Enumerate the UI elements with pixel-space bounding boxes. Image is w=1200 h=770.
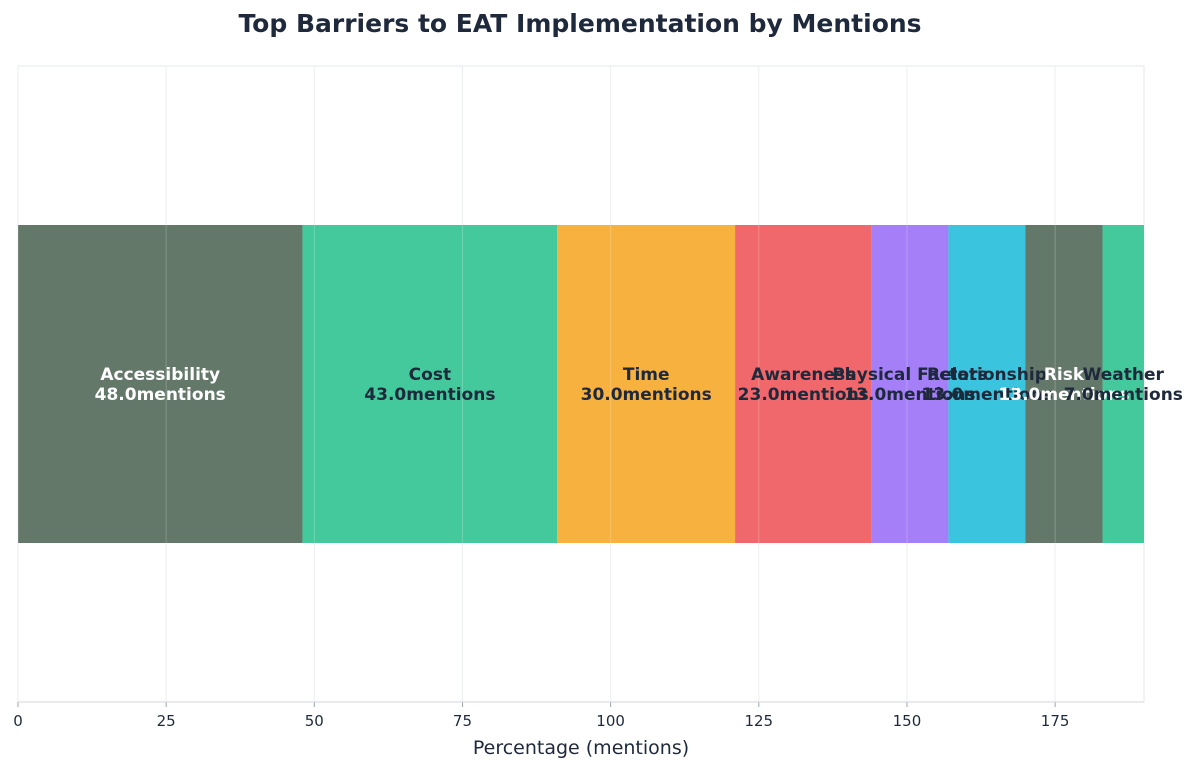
x-axis-ticks: 0 25 50 75 100 125 150 175 <box>13 702 1069 730</box>
x-tick-label: 175 <box>1041 712 1070 730</box>
segment-value-label: 43.0mentions <box>364 385 495 405</box>
bar-segment-weather <box>1102 225 1144 543</box>
x-tick-label: 100 <box>596 712 625 730</box>
segment-value-label: 30.0mentions <box>581 385 712 405</box>
x-tick-label: 0 <box>13 712 23 730</box>
segment-label: Weather 7.0mentions <box>1064 365 1183 405</box>
bar-segment-cost <box>302 225 558 543</box>
x-tick-label: 150 <box>893 712 922 730</box>
bar-segment-time <box>557 225 736 543</box>
segment-category-label: Relationship <box>927 365 1047 385</box>
segment-category-label: Weather <box>1083 365 1165 385</box>
x-axis-label: Percentage (mentions) <box>473 737 689 759</box>
bar-segment-risk <box>1025 225 1103 543</box>
segment-label: Physical Factors 13.0mentions <box>832 365 987 405</box>
segment-category-label: Cost <box>409 365 451 385</box>
grid-lines-overlay <box>17 225 1056 543</box>
segment-label: Cost 43.0mentions <box>364 365 495 405</box>
segment-value-label: 7.0mentions <box>1064 385 1183 405</box>
x-tick-label: 50 <box>305 712 324 730</box>
x-tick-label: 75 <box>453 712 472 730</box>
segment-label: Accessibility 48.0mentions <box>95 365 226 405</box>
segment-category-label: Awareness <box>751 365 855 385</box>
segment-label: Awareness 23.0mentions <box>738 365 869 405</box>
segment-label: Relationship 13.0mentions <box>921 365 1052 405</box>
bar-segment-physical-factors <box>871 225 949 543</box>
segment-category-label: Accessibility <box>100 365 220 385</box>
segment-value-label: 48.0mentions <box>95 385 226 405</box>
bar-segment-awareness <box>735 225 872 543</box>
segment-labels: Accessibility 48.0mentions Cost 43.0mention… <box>95 365 1183 405</box>
x-tick-label: 25 <box>157 712 176 730</box>
chart-title: Top Barriers to EAT Implementation by Me… <box>238 9 921 38</box>
x-tick-label: 125 <box>744 712 773 730</box>
segment-category-label: Time <box>623 365 670 385</box>
segment-value-label: 13.0mentions <box>998 385 1129 405</box>
bar-segment-accessibility <box>18 225 303 543</box>
segment-value-label: 13.0mentions <box>844 385 975 405</box>
segment-value-label: 23.0mentions <box>738 385 869 405</box>
bar-segments <box>18 225 1144 543</box>
segment-label: Time 30.0mentions <box>581 365 712 405</box>
bar-segment-relationship <box>948 225 1026 543</box>
segment-category-label: Physical Factors <box>832 365 987 385</box>
segment-label: Risk 13.0mentions <box>998 365 1129 405</box>
segment-value-label: 13.0mentions <box>921 385 1052 405</box>
segment-category-label: Risk <box>1044 365 1085 385</box>
